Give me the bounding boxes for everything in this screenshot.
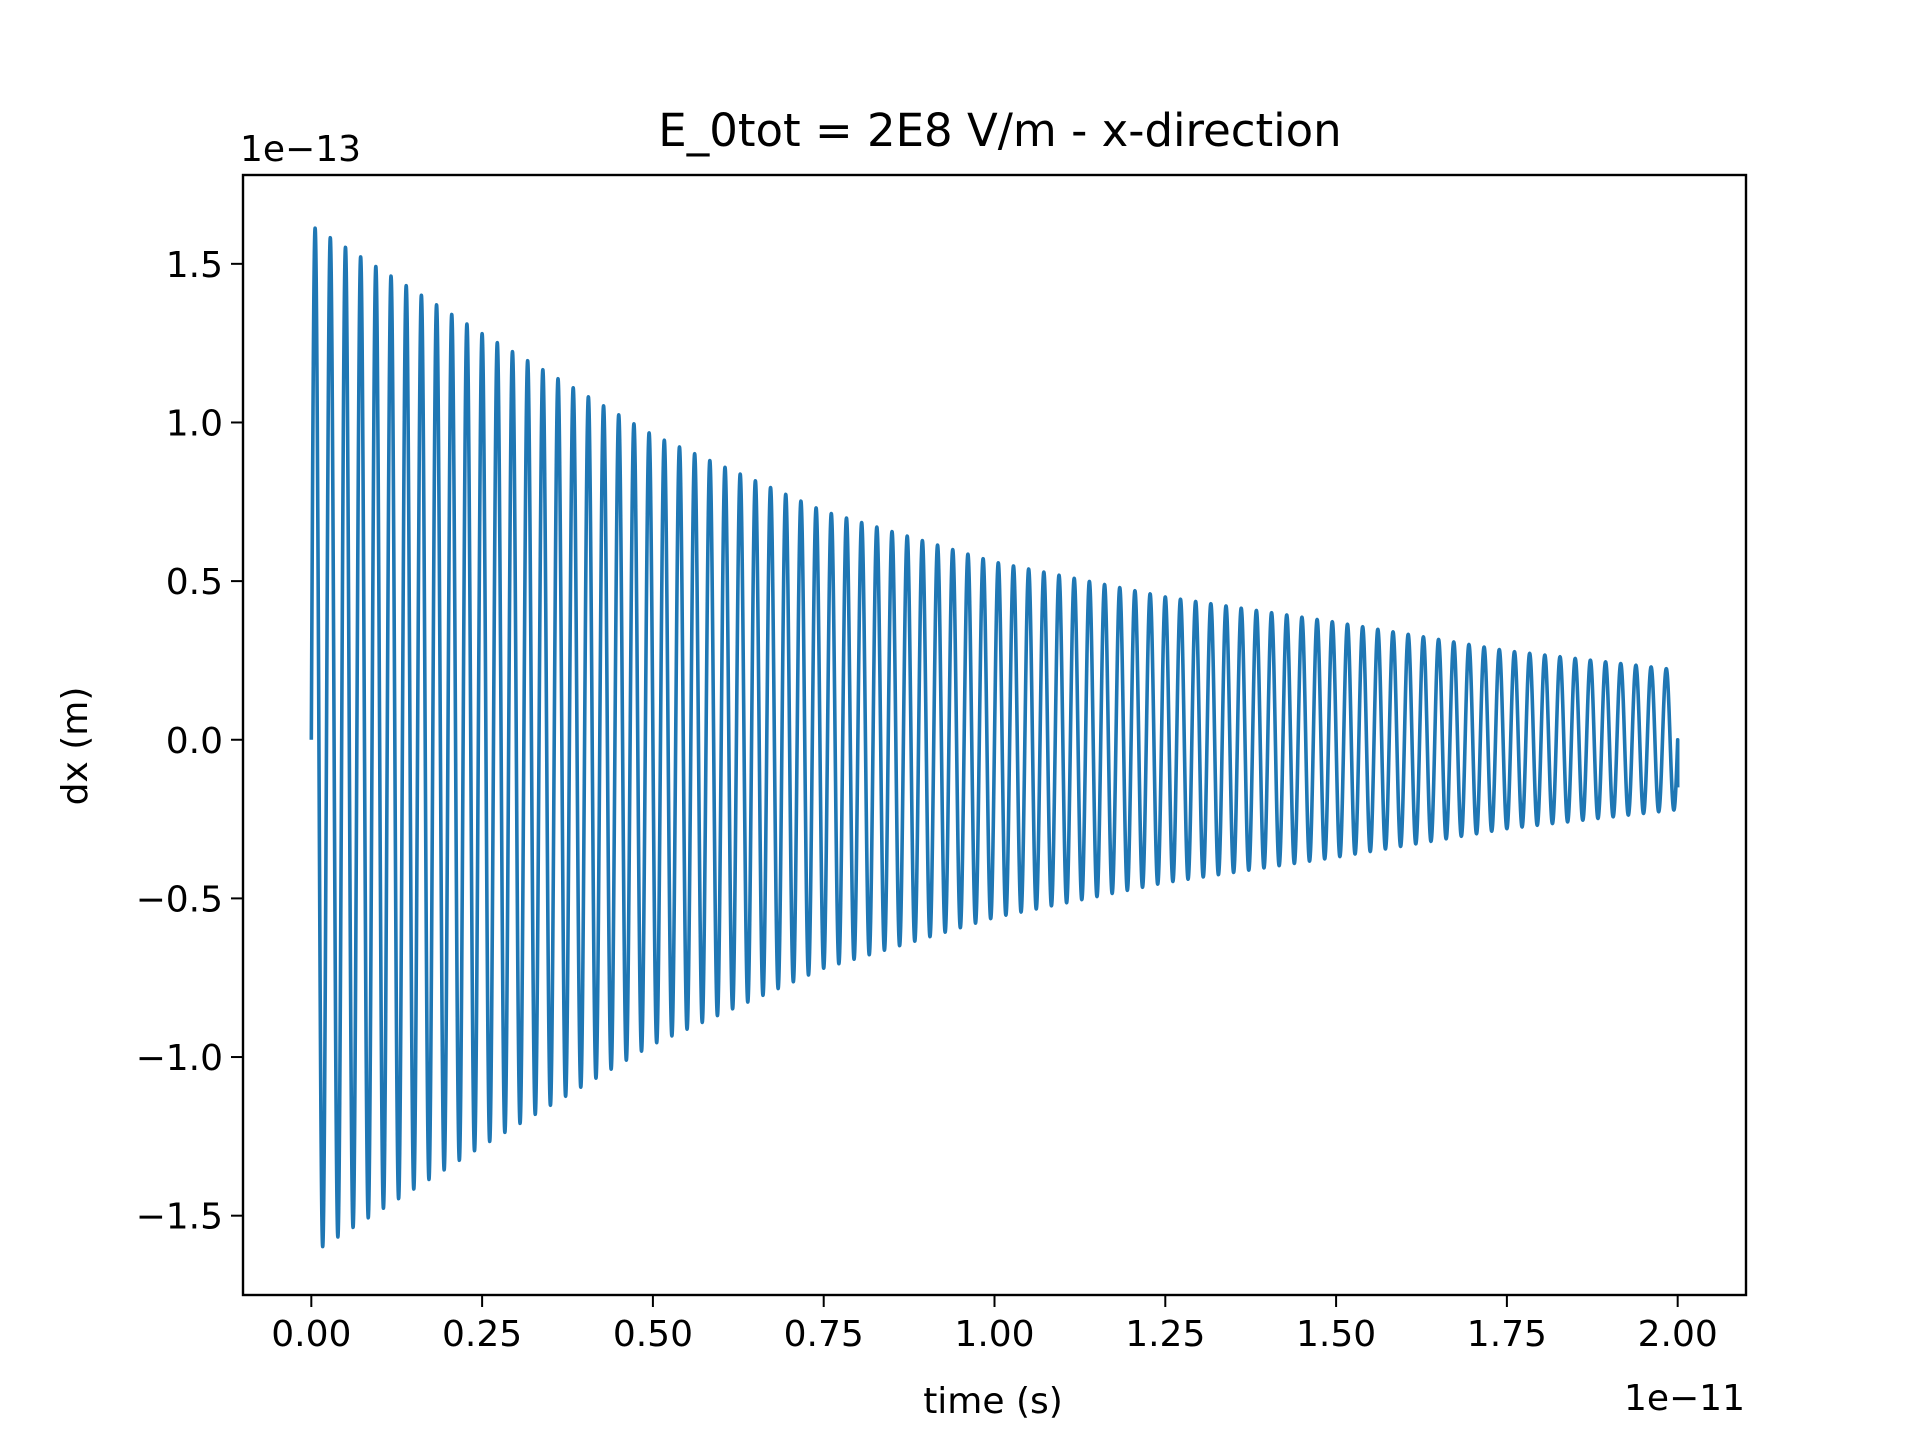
y-tick-label: 1.5 — [166, 245, 223, 286]
x-tick-label: 0.75 — [784, 1314, 864, 1355]
x-tick-label: 1.75 — [1467, 1314, 1547, 1355]
x-axis-offset-label: 1e−11 — [1624, 1378, 1745, 1419]
x-tick-label: 1.25 — [1125, 1314, 1205, 1355]
y-axis: −1.5 −1.0 −0.5 0.0 0.5 1.0 1.5 — [136, 245, 243, 1238]
y-tick-label: −0.5 — [136, 879, 223, 920]
y-tick-label: −1.5 — [136, 1197, 223, 1238]
y-tick-label: 0.0 — [166, 721, 223, 762]
y-axis-label: dx (m) — [55, 687, 96, 806]
x-tick-label: 1.00 — [954, 1314, 1034, 1355]
x-tick-label: 0.25 — [442, 1314, 522, 1355]
x-tick-label: 2.00 — [1638, 1314, 1718, 1355]
y-axis-offset-label: 1e−13 — [240, 129, 361, 170]
x-tick-label: 1.50 — [1296, 1314, 1376, 1355]
x-tick-label: 0.00 — [271, 1314, 351, 1355]
axes-frame — [241, 173, 1748, 1297]
series-line — [309, 226, 1680, 1249]
y-tick-label: 0.5 — [166, 562, 223, 603]
x-axis: 0.00 0.25 0.50 0.75 1.00 1.25 1.50 1.75 2.00 — [271, 1295, 1718, 1355]
y-tick-label: −1.0 — [136, 1038, 223, 1079]
y-tick-label: 1.0 — [166, 403, 223, 444]
plot-area — [309, 226, 1680, 1249]
x-axis-label: time (s) — [923, 1381, 1063, 1422]
x-tick-label: 0.50 — [613, 1314, 693, 1355]
chart-title: E_0tot = 2E8 V/m - x-direction — [658, 104, 1341, 157]
